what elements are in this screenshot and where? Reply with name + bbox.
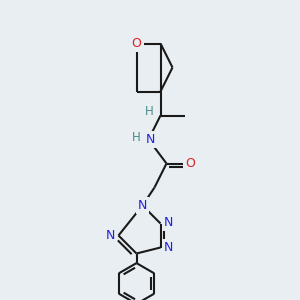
- Text: O: O: [186, 157, 195, 170]
- Text: N: N: [138, 199, 147, 212]
- Text: N: N: [146, 133, 156, 146]
- Text: O: O: [132, 37, 141, 50]
- Text: H: H: [145, 105, 154, 119]
- Text: N: N: [105, 229, 115, 242]
- Text: H: H: [131, 131, 140, 144]
- Text: N: N: [164, 215, 174, 229]
- Text: N: N: [164, 241, 174, 254]
